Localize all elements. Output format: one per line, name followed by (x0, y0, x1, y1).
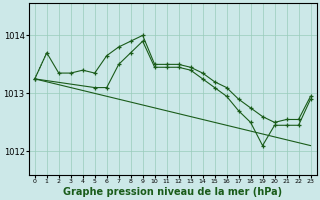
X-axis label: Graphe pression niveau de la mer (hPa): Graphe pression niveau de la mer (hPa) (63, 187, 282, 197)
